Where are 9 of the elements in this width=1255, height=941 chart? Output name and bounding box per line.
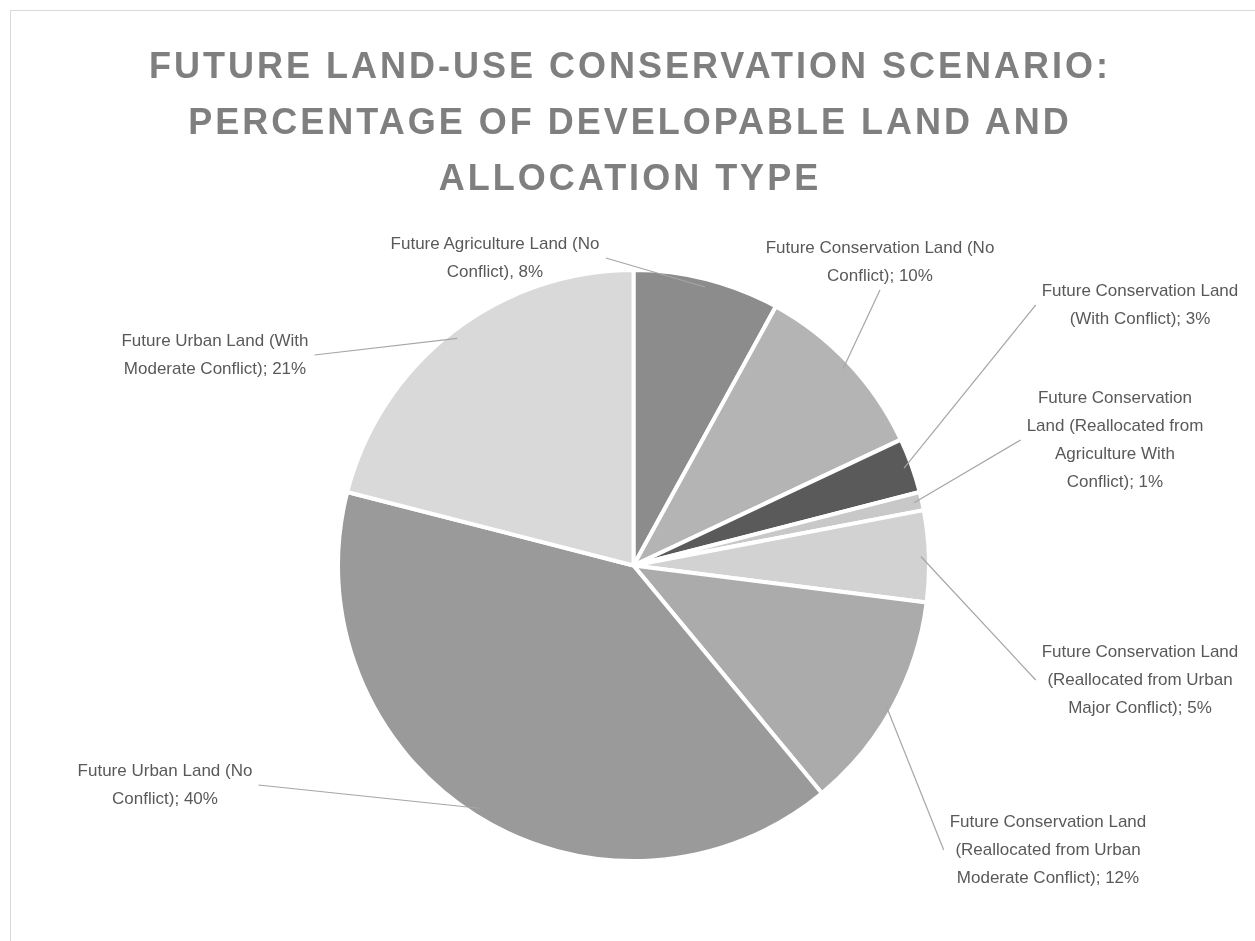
slice-label: Future Conservation Land (Reallocated from Urban Moderate Conflict); 12% — [949, 811, 1147, 887]
slice-label: Future Agriculture Land (No Conflict), 8% — [390, 233, 600, 281]
slice-label: Future Conservation Land (With Conflict); 3% — [1041, 280, 1239, 328]
slice-label: Future Conservation Land (No Conflict); 10% — [765, 237, 995, 285]
slice-label: Future Conservation Land (Reallocated from Agriculture With Conflict); 1% — [1026, 387, 1204, 491]
slice-label: Future Urban Land (No Conflict); 40% — [77, 760, 253, 808]
slice-label: Future Urban Land (With Moderate Conflict); 21% — [121, 330, 309, 378]
chart-title: FUTURE LAND-USE CONSERVATION SCENARIO: PERCENTAGE OF DEVELOPABLE LAND AND ALLOCATION TYPE — [148, 44, 1112, 200]
slice-label: Future Conservation Land (Reallocated from Urban Major Conflict); 5% — [1041, 641, 1239, 717]
